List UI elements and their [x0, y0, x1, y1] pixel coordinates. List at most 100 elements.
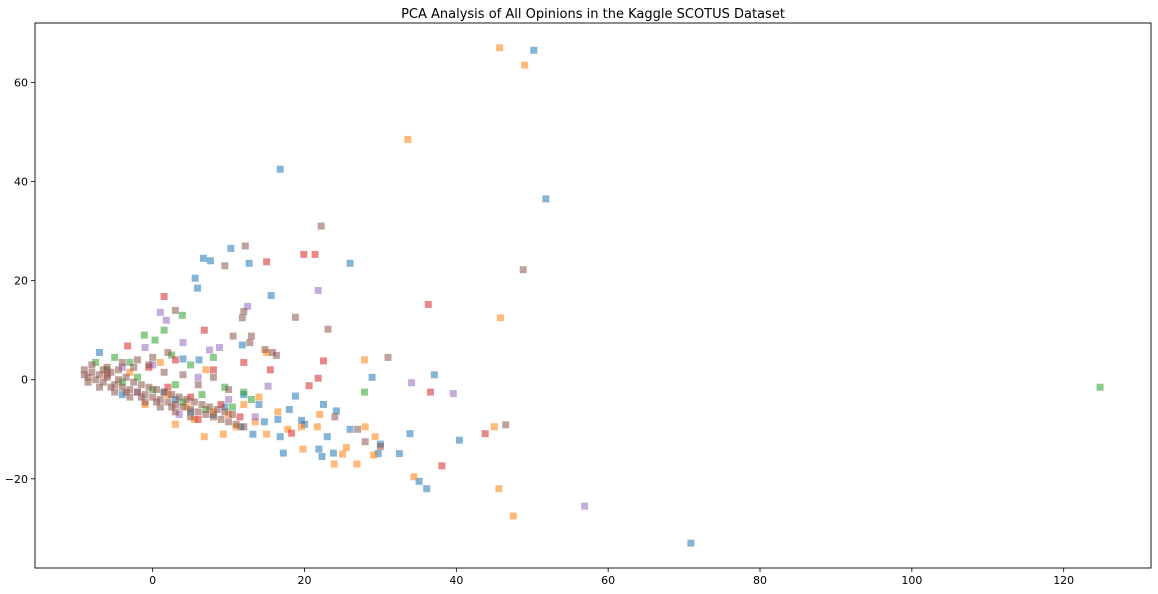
data-point-s6-50	[194, 408, 202, 416]
data-point-s4-5	[200, 326, 208, 334]
data-point-s3-20	[202, 406, 210, 413]
data-point-s6-64	[118, 358, 126, 366]
data-point-s5-0	[314, 287, 322, 294]
data-point-s6-39	[153, 386, 160, 394]
data-point-s2-37	[202, 366, 210, 374]
data-point-s5-9	[408, 379, 416, 387]
data-point-s4-6	[320, 357, 327, 365]
data-point-s6-61	[240, 423, 248, 431]
data-point-s1-29	[279, 449, 287, 457]
data-point-s1-11	[238, 341, 246, 349]
data-point-s1-12	[179, 355, 187, 363]
data-point-s6-76	[80, 366, 88, 374]
data-point-s6-9	[246, 339, 254, 347]
data-point-s6-75	[187, 413, 195, 421]
data-point-s6-47	[183, 396, 191, 403]
data-point-s1-9	[194, 284, 201, 292]
data-point-s6-29	[115, 376, 122, 384]
x-tick-label: 80	[753, 574, 767, 587]
data-point-s4-24	[194, 415, 202, 423]
data-point-s1-39	[171, 396, 179, 403]
data-point-s6-26	[103, 373, 111, 381]
data-point-s6-7	[324, 325, 332, 333]
data-point-s1-17	[320, 401, 327, 408]
data-point-s2-18	[200, 433, 208, 441]
data-point-s3-16	[221, 383, 229, 391]
data-point-s3-2	[140, 331, 148, 339]
data-point-s6-82	[130, 363, 138, 371]
data-point-s1-1	[276, 165, 284, 173]
data-point-s6-18	[331, 413, 339, 421]
data-point-s6-80	[115, 366, 122, 374]
data-point-s1-32	[395, 450, 403, 458]
data-point-s6-85	[153, 398, 160, 406]
data-point-s2-7	[490, 423, 498, 431]
data-point-s6-22	[88, 368, 96, 376]
data-point-s3-21	[171, 381, 179, 389]
data-point-s2-6	[298, 423, 305, 431]
data-point-s6-52	[202, 410, 210, 418]
data-point-s6-57	[221, 408, 229, 416]
data-point-s2-13	[371, 433, 379, 441]
data-point-s2-39	[126, 368, 134, 376]
data-point-s3-3	[160, 326, 168, 334]
data-point-s1-13	[195, 356, 203, 364]
axes: 0 20 40 60 80 100 120 −20 0 20 40 60	[5, 76, 1074, 587]
data-point-s3-22	[149, 386, 157, 394]
data-point-s4-17	[171, 356, 179, 364]
data-point-s6-87	[168, 403, 176, 411]
data-point-s3-4	[178, 311, 186, 319]
data-point-s1-24	[249, 430, 257, 438]
data-point-s6-28	[111, 381, 119, 389]
data-point-s6-23	[92, 376, 100, 384]
data-point-s1-16	[291, 392, 299, 400]
data-point-s6-14	[272, 351, 280, 359]
data-point-s3-23	[118, 378, 126, 386]
data-point-s6-42	[164, 398, 172, 406]
data-point-s6-16	[361, 438, 369, 446]
data-point-s1-7	[346, 259, 354, 267]
data-point-s4-14	[438, 462, 446, 470]
data-point-s2-19	[219, 430, 227, 438]
data-point-s4-2	[311, 250, 319, 258]
data-points	[80, 44, 1104, 547]
data-point-s2-34	[361, 423, 369, 431]
data-point-s6-19	[376, 443, 384, 451]
data-point-s6-41	[160, 388, 168, 396]
data-point-s1-23	[406, 430, 414, 438]
data-point-s2-23	[284, 425, 292, 433]
data-point-s5-13	[118, 363, 126, 371]
data-point-s6-48	[187, 406, 195, 413]
data-point-s2-0	[496, 44, 504, 52]
data-point-s6-89	[194, 381, 202, 389]
data-point-s1-31	[374, 450, 382, 458]
data-point-s3-10	[168, 351, 176, 359]
data-point-s6-71	[126, 393, 134, 401]
data-point-s1-4	[200, 254, 207, 262]
data-point-s5-2	[156, 308, 164, 316]
data-point-s6-35	[137, 381, 145, 389]
data-point-s6-65	[134, 356, 141, 364]
data-point-s6-67	[164, 349, 172, 356]
data-point-s6-21	[84, 373, 92, 381]
data-point-s6-73	[156, 403, 164, 411]
data-point-s2-21	[251, 418, 259, 426]
data-point-s2-22	[274, 408, 282, 416]
data-point-s2-28	[190, 415, 198, 423]
data-point-s6-66	[149, 353, 157, 361]
data-point-s6-4	[240, 307, 248, 315]
y-tick-label: 60	[14, 76, 28, 89]
data-point-s6-6	[291, 313, 299, 321]
data-point-s5-18	[251, 413, 259, 421]
data-point-s4-21	[164, 383, 172, 391]
data-point-s6-5	[238, 314, 246, 322]
data-point-s6-43	[168, 391, 176, 399]
data-point-s6-33	[130, 378, 138, 386]
data-point-s6-83	[137, 393, 145, 401]
data-point-s5-8	[264, 382, 272, 390]
data-point-s1-8	[191, 274, 199, 282]
data-point-s2-8	[299, 445, 307, 453]
x-tick-label: 100	[901, 574, 922, 587]
data-point-s6-10	[247, 332, 255, 340]
